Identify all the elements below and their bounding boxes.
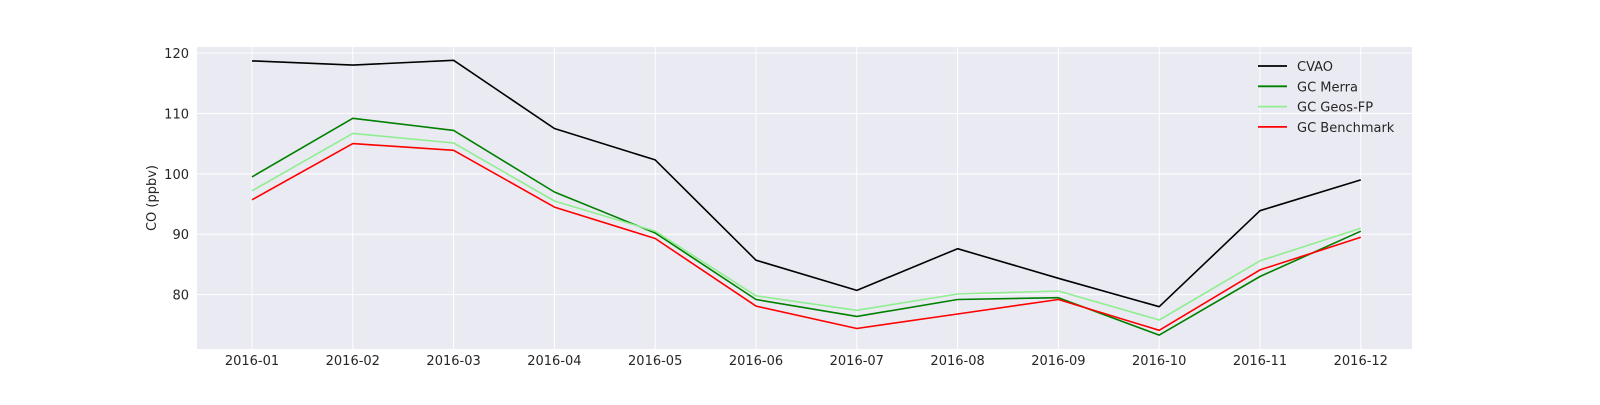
legend-label: CVAO bbox=[1297, 60, 1333, 75]
tick-labels: 80 90 100 110 120 2016-01 2016-02 2016-03 2016-0… bbox=[164, 47, 1388, 369]
x-tick-label: 2016-07 bbox=[830, 354, 884, 369]
x-tick-label: 2016-03 bbox=[426, 354, 480, 369]
y-tick-label: 120 bbox=[164, 47, 189, 62]
legend-label: GC Benchmark bbox=[1297, 121, 1395, 136]
grid-lines bbox=[197, 47, 1412, 349]
x-tick-label: 2016-06 bbox=[729, 354, 783, 369]
x-tick-label: 2016-04 bbox=[527, 354, 581, 369]
x-tick-label: 2016-02 bbox=[326, 354, 380, 369]
series-lines bbox=[251, 59, 1362, 336]
x-tick-label: 2016-01 bbox=[225, 354, 279, 369]
series-line-gc-geos-fp bbox=[251, 132, 1362, 321]
legend-label: GC Merra bbox=[1297, 80, 1358, 95]
y-axis-label: CO (ppbv) bbox=[145, 165, 160, 231]
y-tick-label: 80 bbox=[172, 289, 189, 304]
legend-label: GC Geos-FP bbox=[1297, 101, 1373, 116]
x-tick-label: 2016-10 bbox=[1132, 354, 1186, 369]
y-tick-label: 100 bbox=[164, 168, 189, 183]
series-line-gc-benchmark bbox=[251, 142, 1362, 332]
x-tick-label: 2016-11 bbox=[1233, 354, 1287, 369]
y-tick-label: 110 bbox=[164, 107, 189, 122]
x-tick-label: 2016-08 bbox=[930, 354, 984, 369]
plot-background bbox=[197, 47, 1412, 349]
x-tick-label: 2016-09 bbox=[1031, 354, 1085, 369]
y-tick-label: 90 bbox=[172, 228, 189, 243]
x-tick-label: 2016-12 bbox=[1334, 354, 1388, 369]
series-line-cvao bbox=[251, 59, 1362, 308]
series-line-gc-merra bbox=[251, 117, 1362, 336]
x-tick-label: 2016-05 bbox=[628, 354, 682, 369]
legend: CVAO GC Merra GC Geos-FP GC Benchmark bbox=[1258, 60, 1395, 136]
